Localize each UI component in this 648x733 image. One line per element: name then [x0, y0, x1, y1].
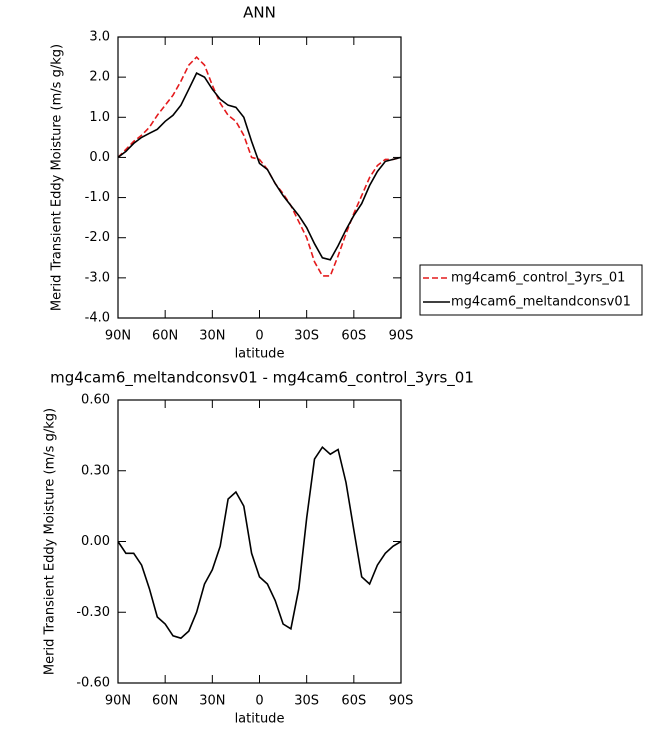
series-line	[117, 55, 402, 277]
x-tick-label: 30N	[199, 329, 225, 344]
x-tick-label: 60N	[152, 329, 178, 344]
x-axis-label: latitude	[235, 347, 285, 362]
y-tick-label: -1.0	[85, 190, 110, 205]
x-tick-label: 30S	[294, 329, 319, 344]
series-line	[117, 445, 402, 640]
legend-box	[419, 264, 643, 316]
y-tick-label: -2.0	[85, 230, 110, 245]
y-tick-label: 0.00	[81, 534, 110, 549]
chart-title: ANN	[243, 4, 276, 22]
y-tick-label: 1.0	[89, 110, 110, 125]
plot-frame	[117, 36, 402, 319]
x-axis-label: latitude	[235, 712, 285, 727]
y-axis-label: Merid Transient Eddy Moisture (m/s g/kg)	[43, 408, 58, 675]
x-tick-label: 30N	[199, 694, 225, 709]
x-tick-label: 0	[255, 329, 263, 344]
y-tick-label: 2.0	[89, 70, 110, 85]
y-tick-label: 3.0	[89, 30, 110, 45]
y-tick-label: -4.0	[85, 311, 110, 326]
y-tick-label: 0.30	[81, 463, 110, 478]
y-tick-label: 0.60	[81, 393, 110, 408]
y-tick-label: -0.30	[76, 605, 110, 620]
y-tick-label: 0.0	[89, 150, 110, 165]
y-tick-label: -3.0	[85, 270, 110, 285]
x-tick-label: 90N	[105, 329, 131, 344]
x-tick-label: 90N	[105, 694, 131, 709]
x-tick-label: 60N	[152, 694, 178, 709]
x-tick-label: 60S	[341, 694, 366, 709]
x-tick-label: 60S	[341, 329, 366, 344]
x-tick-label: 0	[255, 694, 263, 709]
x-tick-label: 90S	[389, 329, 414, 344]
x-tick-label: 90S	[389, 694, 414, 709]
x-tick-label: 30S	[294, 694, 319, 709]
plot-frame	[117, 399, 402, 684]
chart-title: mg4cam6_meltandconsv01 - mg4cam6_control…	[50, 369, 474, 388]
series-line	[117, 72, 402, 261]
legend-label: mg4cam6_meltandconsv01	[451, 295, 631, 310]
y-tick-label: -0.60	[76, 676, 110, 691]
y-axis-label: Merid Transient Eddy Moisture (m/s g/kg)	[50, 44, 65, 311]
legend-label: mg4cam6_control_3yrs_01	[451, 271, 625, 286]
